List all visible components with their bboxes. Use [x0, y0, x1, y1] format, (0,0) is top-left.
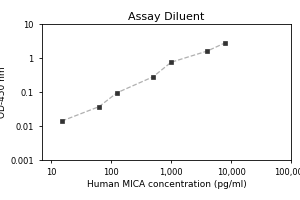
X-axis label: Human MICA concentration (pg/ml): Human MICA concentration (pg/ml): [87, 180, 246, 189]
Y-axis label: OD-450 nm: OD-450 nm: [0, 66, 7, 118]
Title: Assay Diluent: Assay Diluent: [128, 12, 205, 22]
